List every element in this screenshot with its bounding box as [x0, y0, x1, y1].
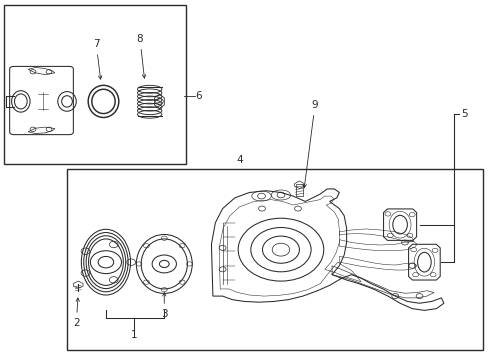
Text: 3: 3 — [161, 293, 167, 319]
Text: 9: 9 — [303, 100, 318, 188]
Text: 1: 1 — [131, 330, 137, 341]
Text: 8: 8 — [136, 34, 145, 78]
Text: 6: 6 — [195, 91, 201, 101]
Bar — [4, 5, 186, 164]
Text: 2: 2 — [73, 298, 80, 328]
Text: 5: 5 — [460, 109, 467, 119]
Text: 7: 7 — [93, 39, 102, 79]
Text: 4: 4 — [236, 156, 243, 165]
Bar — [295, 184, 303, 196]
Bar — [67, 169, 482, 350]
